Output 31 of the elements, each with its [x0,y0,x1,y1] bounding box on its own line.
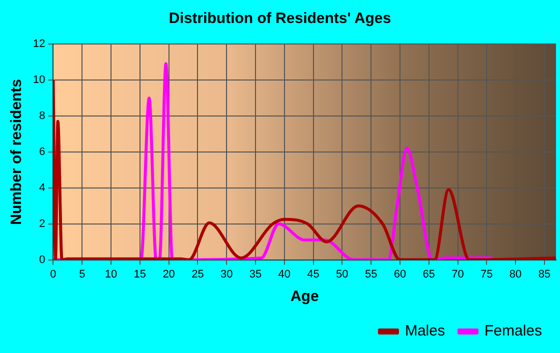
x-axis-title: Age [290,288,319,306]
x-tick-label: 55 [364,268,378,280]
x-tick-label: 60 [394,268,406,280]
line-series [53,62,494,260]
y-tick-label: 4 [39,182,46,194]
x-tick-label: 15 [134,268,146,280]
x-tick-label: 35 [249,268,262,280]
x-tick-label: 70 [452,268,464,280]
x-tick-label: 5 [79,268,86,280]
x-tick-label: 85 [538,268,551,280]
y-tick-label: 8 [39,110,46,122]
x-tick-label: 50 [336,268,348,280]
y-axis-title: Number of residents [8,78,26,225]
x-tick-label: 30 [220,268,233,280]
y-tick-label: 0 [39,254,46,266]
x-tick-label: 45 [307,268,320,280]
y-tick-label: 2 [39,218,46,230]
x-tick-label: 20 [162,268,175,280]
x-tick-label: 40 [278,268,291,280]
x-tick-label: 0 [50,268,56,280]
y-tick-label: 12 [32,38,46,50]
x-tick-label: 65 [422,268,435,280]
x-tick-label: 75 [480,268,493,280]
chart-title: Distribution of Residents' Ages [168,10,392,28]
x-tick-label: 25 [192,268,204,280]
y-tick-label: 10 [32,74,46,86]
legend-label: Females [484,322,542,340]
y-tick-label: 6 [39,146,46,158]
x-tick-label: 80 [509,268,522,280]
legend-label: Males [404,322,445,340]
x-tick-label: 10 [104,268,118,280]
